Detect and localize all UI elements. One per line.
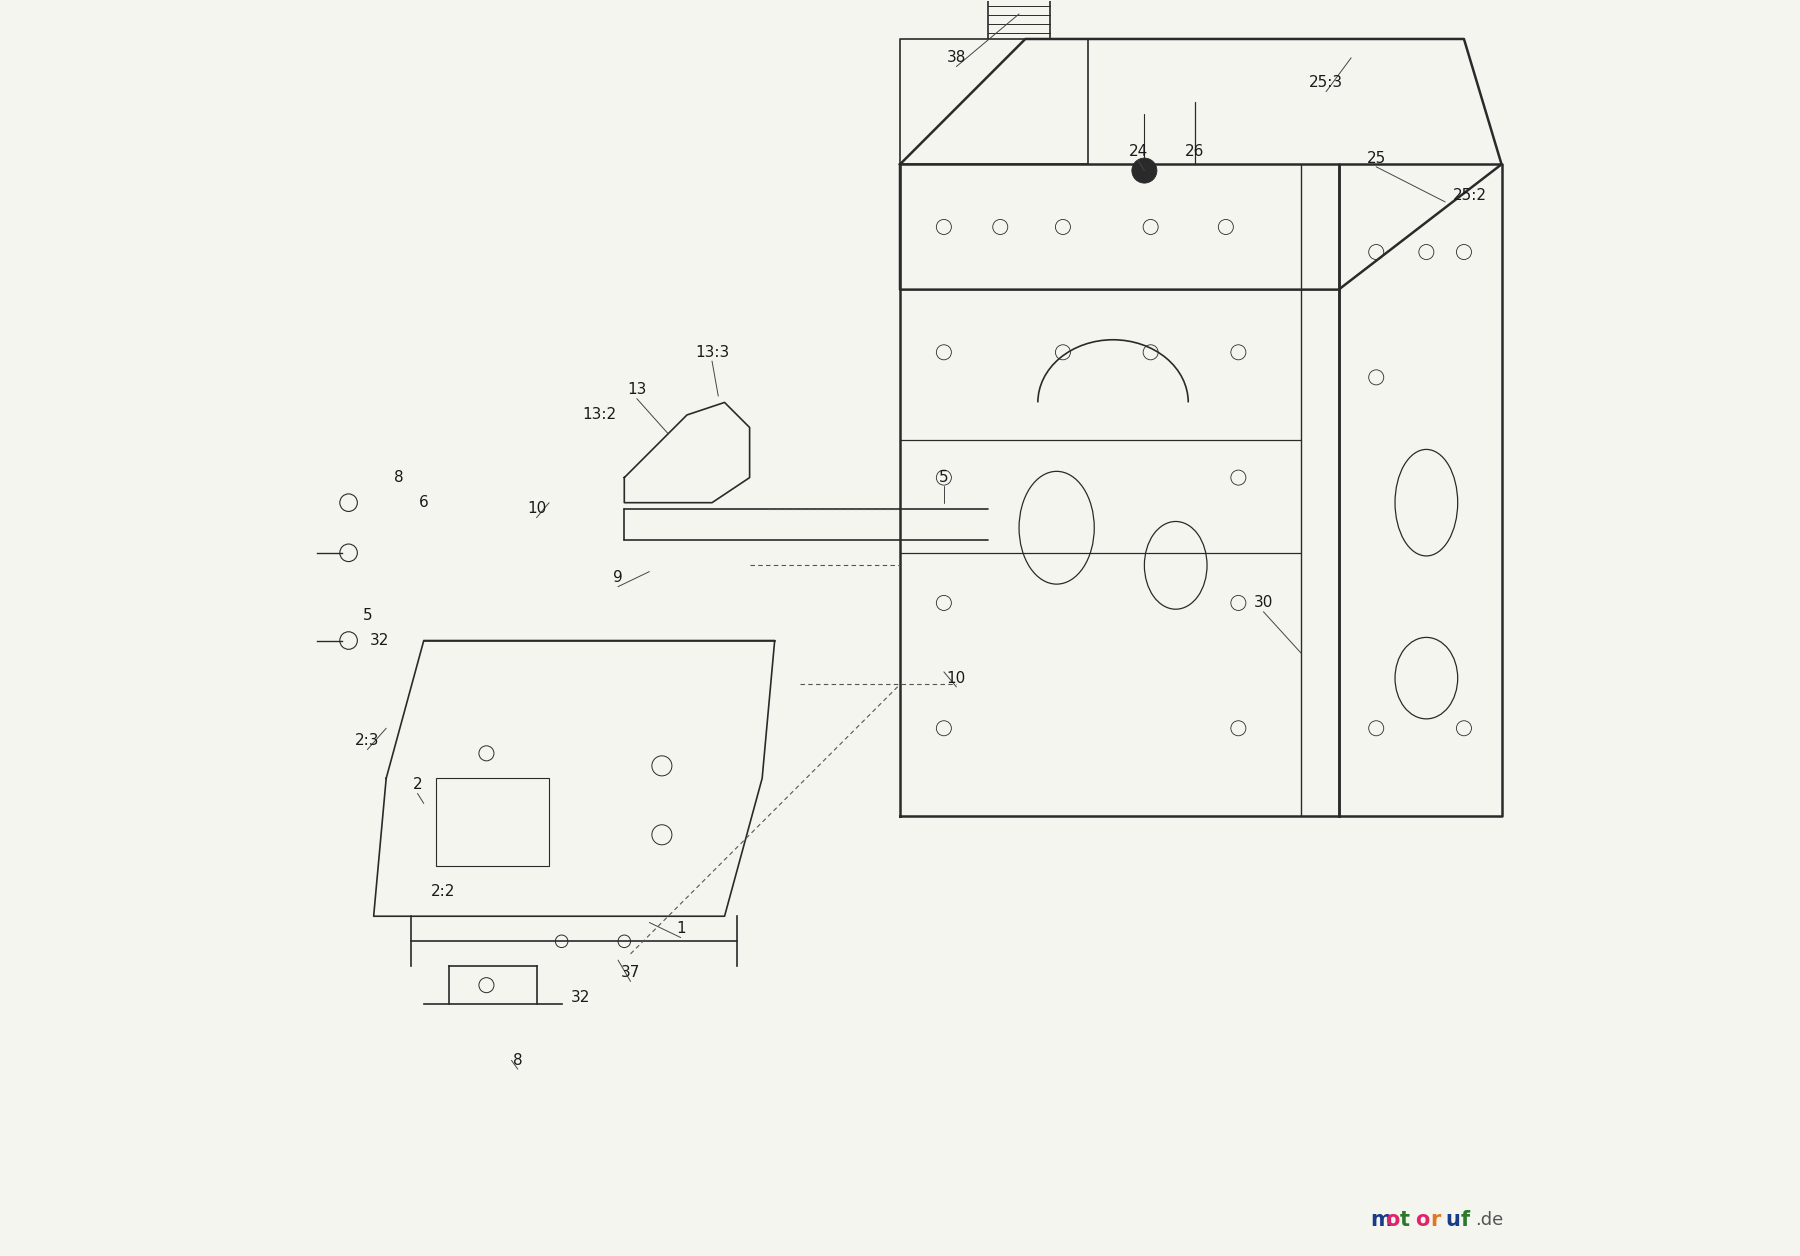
Text: 9: 9 [614,570,623,585]
Text: f: f [1460,1210,1469,1230]
Text: 38: 38 [947,50,967,65]
Text: 5: 5 [362,608,373,623]
Text: 6: 6 [419,495,428,510]
Text: 24: 24 [1129,144,1148,160]
Text: 13: 13 [626,382,646,397]
Text: 8: 8 [394,470,403,485]
Text: 25:2: 25:2 [1453,188,1487,203]
Text: u: u [1445,1210,1460,1230]
Text: o: o [1384,1210,1399,1230]
Text: r: r [1431,1210,1440,1230]
Circle shape [1132,158,1157,183]
Text: 26: 26 [1184,144,1204,160]
Text: o: o [1415,1210,1429,1230]
Text: 30: 30 [1255,595,1273,610]
Text: 10: 10 [527,501,545,516]
Text: 25:3: 25:3 [1309,75,1343,90]
Text: 5: 5 [940,470,949,485]
Text: 32: 32 [371,633,389,648]
Text: .de: .de [1476,1211,1503,1228]
Text: 37: 37 [621,965,641,980]
Text: 2: 2 [412,777,423,793]
Text: 2:3: 2:3 [355,734,380,749]
Text: 10: 10 [947,671,967,686]
Text: 13:3: 13:3 [695,345,729,359]
Text: 13:2: 13:2 [581,407,616,422]
Text: 2:2: 2:2 [430,884,455,899]
Text: 8: 8 [513,1053,522,1068]
Text: t: t [1400,1210,1409,1230]
Text: 32: 32 [571,990,590,1005]
Text: 1: 1 [675,921,686,936]
Text: m: m [1370,1210,1391,1230]
Text: 25: 25 [1366,151,1386,166]
